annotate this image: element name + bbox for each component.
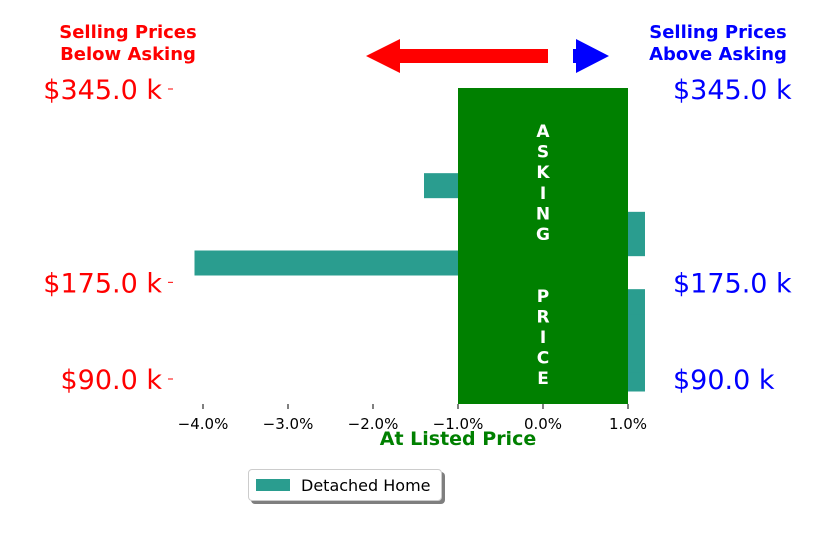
below-asking-label: Below Asking (60, 44, 196, 65)
legend: Detached Home (248, 469, 442, 501)
band-letter: P (537, 287, 549, 307)
y-axis-right: $345.0 k $175.0 k $90.0 k (673, 75, 792, 396)
x-axis-label: At Listed Price (380, 428, 536, 450)
x-tick-label: −3.0% (263, 415, 314, 433)
y-tick-label-right: $175.0 k (673, 268, 792, 299)
right-arrow (573, 39, 609, 73)
x-tick-label: 1.0% (609, 415, 647, 433)
band-letter: N (536, 204, 550, 224)
asking-band-rect (458, 88, 628, 404)
band-letter: I (540, 328, 546, 348)
band-letter: R (536, 307, 549, 327)
y-tick-label-left: $345.0 k (43, 75, 162, 106)
x-tick-label: 0.0% (524, 415, 562, 433)
legend-swatch (256, 479, 290, 491)
y-tick-label-left: $175.0 k (43, 268, 162, 299)
legend-label: Detached Home (301, 475, 431, 495)
band-letter: G (536, 225, 550, 245)
band-letter: A (536, 122, 550, 142)
x-axis: −4.0% −3.0% −2.0% −1.0% 0.0% 1.0% At Listed Pr… (178, 404, 647, 450)
band-letter: I (540, 184, 546, 204)
y-tick-label-right: $90.0 k (673, 365, 775, 396)
below-asking-label: Selling Prices (59, 22, 196, 43)
y-tick-label-left: $90.0 k (60, 365, 162, 396)
above-asking-label: Above Asking (649, 44, 787, 65)
band-letter: S (537, 143, 549, 163)
band-letter: C (537, 349, 549, 369)
y-tick-label-right: $345.0 k (673, 75, 792, 106)
x-tick-label: −2.0% (348, 415, 399, 433)
band-letter: K (536, 163, 550, 183)
band-letter: E (537, 369, 549, 389)
left-arrow (366, 39, 548, 73)
x-tick-label: −1.0% (433, 415, 484, 433)
x-tick-label: −4.0% (178, 415, 229, 433)
y-axis-left: $345.0 k $175.0 k $90.0 k (43, 75, 173, 396)
above-asking-label: Selling Prices (649, 22, 786, 43)
